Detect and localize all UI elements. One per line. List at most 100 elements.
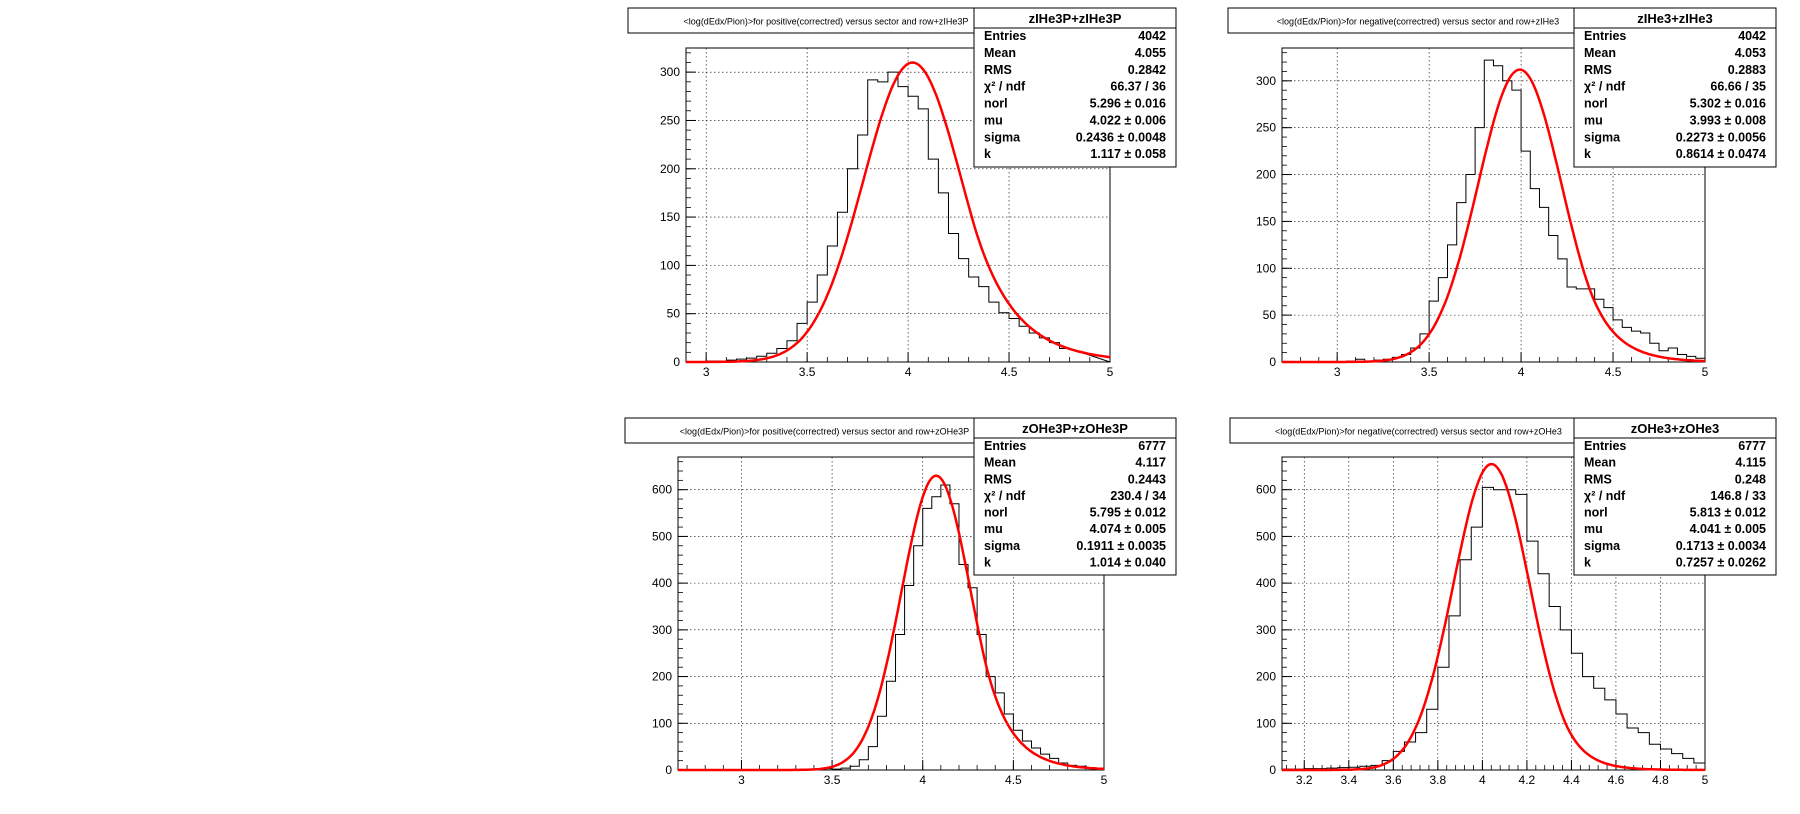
stats-value: 3.993 ± 0.008 [1690,113,1766,127]
stats-value: 6777 [1738,439,1766,453]
x-tick-label: 5 [1702,773,1709,787]
stats-value: 66.37 / 36 [1110,80,1166,94]
stats-value: 4.041 ± 0.005 [1690,522,1766,536]
histogram-bins [686,71,1111,363]
stats-value: 66.66 / 35 [1710,80,1766,94]
x-tick-label: 5 [1101,773,1108,787]
chart-title: <log(dEdx/Pion)>for negative(correctred)… [1275,427,1562,437]
y-tick-label: 600 [652,483,672,497]
y-tick-label: 0 [665,763,672,777]
x-tick-label: 4.5 [1005,773,1022,787]
stats-value: 1.117 ± 0.058 [1090,147,1166,161]
stats-label: norl [1584,506,1608,520]
stats-label: mu [984,522,1003,536]
x-tick-label: 4 [1518,365,1525,379]
stats-label: Mean [984,46,1016,60]
stats-box [1573,417,1777,576]
y-tick-label: 300 [660,65,680,79]
y-tick-label: 100 [1256,261,1276,275]
x-tick-label: 3.2 [1296,773,1313,787]
histogram-outline [686,71,1111,363]
y-tick-label: 250 [1256,121,1276,135]
y-tick-label: 50 [1263,308,1277,322]
x-tick-label: 4 [919,773,926,787]
stats-name: zIHe3P+zIHe3P [1029,11,1122,26]
stats-label: Mean [1584,456,1616,470]
stats-label: norl [1584,97,1608,111]
stats-label: sigma [1584,539,1621,553]
stats-label: χ² / ndf [984,489,1026,503]
stats-value: 0.2273 ± 0.0056 [1676,130,1766,144]
stats-value: 5.813 ± 0.012 [1690,506,1766,520]
stats-value: 5.795 ± 0.012 [1090,506,1166,520]
stats-value: 0.1911 ± 0.0035 [1076,539,1166,553]
y-tick-label: 100 [652,716,672,730]
stats-value: 0.1713 ± 0.0034 [1676,539,1766,553]
stats-label: mu [1584,113,1603,127]
y-tick-label: 150 [660,210,680,224]
stats-label: mu [984,113,1003,127]
chart-title: <log(dEdx/Pion)>for negative(correctred)… [1277,17,1559,27]
stats-value: 4042 [1738,29,1766,43]
title-box [1229,417,1608,444]
stats-value: 0.8614 ± 0.0474 [1676,147,1766,161]
x-tick-label: 4.2 [1519,773,1536,787]
stats-label: χ² / ndf [1584,489,1626,503]
stats-value: 4.053 [1735,46,1766,60]
histogram-outline [1281,486,1706,770]
stats-label: k [1584,555,1591,569]
stats-label: sigma [984,539,1021,553]
histogram-panel-4: 3.2 3.4 3.6 3.8 4 4.2 4.4 4.6 4.8 5 0 100 200 300 400 5… [1229,417,1777,787]
stats-label: Mean [984,456,1016,470]
y-tick-label: 0 [1269,355,1276,369]
stats-value: 4042 [1138,29,1166,43]
stats-label: RMS [984,63,1012,77]
stats-value: 0.2883 [1728,63,1766,77]
y-tick-label: 250 [660,113,680,127]
y-tick-label: 300 [652,623,672,637]
y-tick-label: 50 [667,307,681,321]
stats-value: 4.117 [1135,456,1166,470]
stats-value: 1.014 ± 0.040 [1090,555,1166,569]
y-tick-label: 300 [1256,623,1276,637]
stats-label: Entries [1584,439,1626,453]
histogram-panel-3: 3 3.5 4 4.5 5 0 100 200 300 400 500 600 <log(dEdx/Pi… [624,417,1177,787]
y-tick-label: 200 [660,162,680,176]
y-tick-label: 500 [1256,529,1276,543]
x-tick-label: 4.8 [1652,773,1669,787]
x-tick-label: 4.6 [1608,773,1625,787]
y-tick-label: 0 [673,355,680,369]
x-tick-label: 3 [703,365,710,379]
x-tick-label: 3 [738,773,745,787]
stats-value: 230.4 / 34 [1110,489,1166,503]
stats-value: 146.8 / 33 [1710,489,1766,503]
stats-value: 0.7257 ± 0.0262 [1676,555,1766,569]
y-tick-label: 300 [1256,74,1276,88]
chart-title: <log(dEdx/Pion)>for positive(correctred)… [684,17,969,27]
x-tick-label: 4.4 [1563,773,1580,787]
stats-label: RMS [1584,472,1612,486]
stats-label: Entries [984,29,1026,43]
x-tick-label: 3 [1334,365,1341,379]
stats-label: Mean [1584,46,1616,60]
x-tick-label: 3.5 [799,365,816,379]
fit-curve [1282,68,1705,364]
y-tick-label: 200 [652,670,672,684]
stats-value: 4.115 [1735,456,1766,470]
histogram-bins [1281,486,1706,770]
stats-box [973,7,1177,168]
stats-name: zOHe3P+zOHe3P [1022,421,1128,436]
y-tick-label: 0 [1269,763,1276,777]
stats-label: RMS [1584,63,1612,77]
y-tick-label: 500 [652,529,672,543]
x-tick-label: 3.5 [824,773,841,787]
stats-value: 5.302 ± 0.016 [1690,97,1766,111]
stats-value: 5.296 ± 0.016 [1090,97,1166,111]
stats-box [1573,7,1777,168]
stats-name: zIHe3+zIHe3 [1637,11,1713,26]
x-tick-label: 5 [1107,365,1114,379]
chart-title: <log(dEdx/Pion)>for positive(correctred)… [680,427,969,437]
stats-value: 0.248 [1735,472,1766,486]
stats-label: k [1584,147,1591,161]
